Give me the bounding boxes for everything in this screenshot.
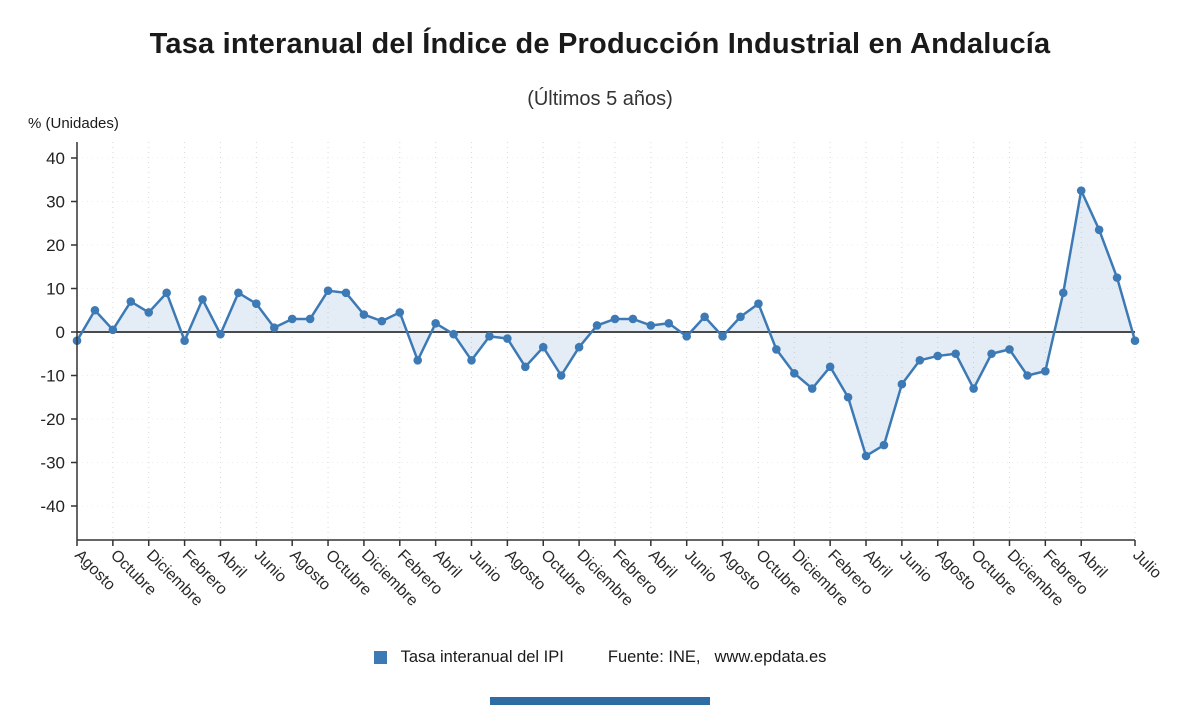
- data-point[interactable]: [126, 297, 136, 306]
- data-point[interactable]: [772, 345, 781, 354]
- y-tick-label: -10: [40, 367, 65, 386]
- data-point[interactable]: [521, 362, 530, 372]
- data-point[interactable]: [395, 308, 405, 317]
- data-point[interactable]: [431, 319, 440, 328]
- data-point[interactable]: [879, 440, 889, 450]
- data-point[interactable]: [162, 288, 171, 298]
- x-tick-label: Junio: [250, 547, 289, 586]
- x-tick-label: Junio: [466, 547, 505, 586]
- y-tick-label: -20: [40, 410, 65, 429]
- data-point[interactable]: [664, 319, 674, 328]
- data-point[interactable]: [1094, 225, 1104, 235]
- legend-row: Tasa interanual del IPI Fuente: INE, www…: [0, 648, 1200, 667]
- legend-series-label: Tasa interanual del IPI: [400, 648, 564, 666]
- data-point[interactable]: [1058, 288, 1068, 298]
- source-label: Fuente: INE,: [607, 648, 701, 666]
- data-point[interactable]: [951, 349, 960, 359]
- chart-area: 40 30 20 10 0 -10 -20 -30 -40 Agosto Octubre Diciem…: [0, 130, 1200, 642]
- data-point[interactable]: [610, 314, 620, 324]
- data-point[interactable]: [1130, 336, 1140, 345]
- data-point[interactable]: [1076, 186, 1086, 195]
- y-tick-label: 10: [46, 280, 65, 299]
- epdata-bottom-bar: [490, 697, 710, 705]
- data-point[interactable]: [1112, 273, 1122, 282]
- y-axis-unit-label: % (Unidades): [28, 115, 119, 132]
- source-link[interactable]: www.epdata.es: [714, 648, 827, 666]
- data-point[interactable]: [323, 286, 333, 295]
- chart-subtitle: (Últimos 5 años): [527, 88, 673, 110]
- data-point[interactable]: [754, 299, 763, 309]
- data-point[interactable]: [915, 355, 925, 365]
- x-tick-label: Junio: [896, 547, 935, 586]
- data-point[interactable]: [269, 323, 279, 332]
- data-point[interactable]: [144, 308, 154, 317]
- data-point[interactable]: [789, 369, 799, 378]
- data-point[interactable]: [234, 288, 243, 298]
- data-point[interactable]: [807, 384, 817, 393]
- legend-series-swatch: [373, 651, 387, 664]
- data-point[interactable]: [413, 355, 423, 365]
- y-tick-label: 40: [46, 149, 65, 168]
- data-point[interactable]: [538, 342, 548, 352]
- y-tick-label: -30: [40, 454, 65, 473]
- data-point[interactable]: [700, 312, 709, 322]
- data-point[interactable]: [341, 288, 351, 298]
- y-tick-label: 0: [56, 323, 65, 342]
- ipi-line-chart: 403020100-10-20-30-40AgostoOctubreDiciem…: [40, 142, 1165, 610]
- data-point[interactable]: [718, 332, 727, 341]
- data-point[interactable]: [1041, 366, 1050, 376]
- data-point[interactable]: [287, 314, 297, 324]
- data-point[interactable]: [377, 316, 387, 326]
- data-point[interactable]: [467, 355, 476, 365]
- data-point[interactable]: [1023, 371, 1032, 380]
- data-point[interactable]: [503, 334, 512, 343]
- data-point[interactable]: [90, 305, 100, 315]
- y-tick-label: -40: [40, 497, 65, 516]
- y-tick-label: 20: [46, 236, 65, 255]
- data-point[interactable]: [969, 384, 978, 393]
- data-point[interactable]: [592, 321, 602, 330]
- data-point[interactable]: [861, 451, 871, 461]
- x-tick-label: Julio: [1129, 547, 1164, 582]
- data-point[interactable]: [682, 332, 691, 341]
- data-point[interactable]: [108, 325, 118, 335]
- data-point[interactable]: [843, 392, 853, 402]
- chart-title: Tasa interanual del Índice de Producción…: [149, 28, 1051, 60]
- data-point[interactable]: [180, 336, 189, 345]
- data-point[interactable]: [825, 362, 835, 372]
- data-point[interactable]: [359, 310, 369, 319]
- x-tick-label: Junio: [681, 547, 720, 586]
- data-point[interactable]: [485, 332, 494, 341]
- data-point[interactable]: [987, 349, 996, 359]
- data-point[interactable]: [897, 379, 907, 389]
- data-point[interactable]: [574, 342, 584, 352]
- data-point[interactable]: [1005, 345, 1014, 354]
- data-point[interactable]: [933, 351, 943, 361]
- data-point[interactable]: [628, 314, 638, 324]
- y-tick-label: 30: [46, 193, 65, 212]
- data-point[interactable]: [736, 312, 745, 322]
- data-point[interactable]: [646, 321, 656, 330]
- data-point[interactable]: [216, 329, 225, 339]
- data-point[interactable]: [252, 299, 261, 309]
- data-point[interactable]: [198, 295, 207, 304]
- data-point[interactable]: [449, 329, 458, 339]
- data-point[interactable]: [305, 314, 315, 324]
- data-point[interactable]: [556, 371, 566, 380]
